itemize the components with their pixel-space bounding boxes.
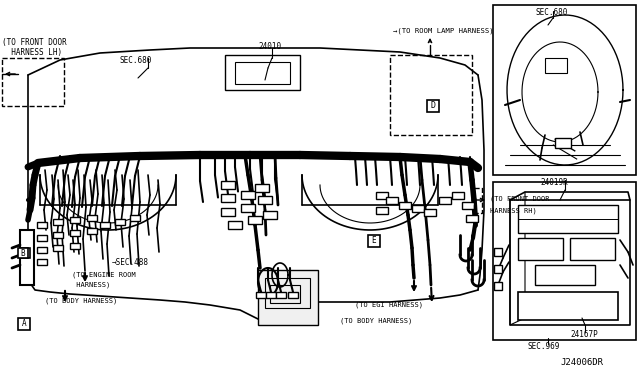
Bar [474,188,482,213]
Text: →(TO ROOM LAMP HARNESS): →(TO ROOM LAMP HARNESS) [393,28,493,35]
Bar [386,197,398,204]
Bar [241,204,255,212]
Bar [494,282,502,290]
Bar [545,58,567,73]
Text: →SEC.488: →SEC.488 [112,258,149,267]
Bar [439,197,451,204]
Bar [225,55,300,90]
Bar [555,138,571,148]
Bar [70,243,80,249]
Bar [241,191,255,199]
Text: (TO FRONT DOOR: (TO FRONT DOOR [490,196,550,202]
Text: HARNESS LH): HARNESS LH) [2,48,62,57]
Bar [70,217,80,223]
Bar [256,292,266,298]
Bar [266,292,276,298]
Bar [263,211,277,219]
Text: B: B [20,249,26,258]
Bar [100,222,110,228]
Text: 24167P: 24167P [570,330,598,339]
Bar [570,238,615,260]
Bar [288,292,298,298]
Bar [221,181,235,189]
Bar [466,215,478,222]
Text: D: D [431,101,435,110]
Text: SEC.680: SEC.680 [535,8,568,17]
Text: J24006DR: J24006DR [560,358,603,367]
Bar [493,182,636,340]
Bar [2,58,64,106]
Bar [37,247,47,253]
Bar [390,55,472,135]
Bar [518,205,618,233]
Text: (TO BODY HARNESS): (TO BODY HARNESS) [45,298,117,305]
Text: (TO BODY HARNESS): (TO BODY HARNESS) [340,318,412,324]
Bar [265,278,310,308]
Bar [494,265,502,273]
Bar [37,259,47,265]
Bar [228,221,242,229]
Bar [258,196,272,204]
Bar [452,192,464,199]
Bar [53,232,63,238]
Bar [20,230,34,285]
Bar [248,216,262,224]
Bar [276,292,286,298]
Text: SEC.680: SEC.680 [120,56,152,65]
Text: (TO FRONT DOOR: (TO FRONT DOOR [2,38,67,47]
Bar [376,207,388,214]
Text: HARNESS RH): HARNESS RH) [490,207,537,214]
Text: SEC.969: SEC.969 [528,342,561,351]
Bar [53,219,63,225]
Bar [70,230,80,236]
Text: (TO EGI HARNESS): (TO EGI HARNESS) [355,302,423,308]
Text: 24010: 24010 [258,42,281,51]
Bar [412,205,424,212]
Bar [221,208,235,216]
Bar [368,235,380,247]
Bar [53,245,63,251]
Bar [130,215,140,221]
Bar [20,248,30,258]
Bar [399,202,411,209]
Bar [235,62,290,84]
Bar [87,228,97,234]
Bar [258,270,318,325]
Bar [270,285,300,303]
Text: E: E [372,236,376,245]
Bar [37,235,47,241]
Bar [518,292,618,320]
Bar [518,238,563,260]
Bar [427,100,439,112]
Text: HARNESS): HARNESS) [72,282,110,289]
Bar [18,318,30,330]
Bar [255,184,269,192]
Bar [376,192,388,199]
Bar [115,219,125,225]
Bar [87,215,97,221]
Text: A: A [22,319,26,328]
Bar [493,5,636,175]
Bar [37,222,47,228]
Bar [18,248,28,258]
Bar [494,248,502,256]
Text: 24019R: 24019R [540,178,568,187]
Text: (TO ENGINE ROOM: (TO ENGINE ROOM [72,272,136,279]
Bar [424,209,436,216]
Bar [221,194,235,202]
Bar [535,265,595,285]
Bar [462,202,474,209]
